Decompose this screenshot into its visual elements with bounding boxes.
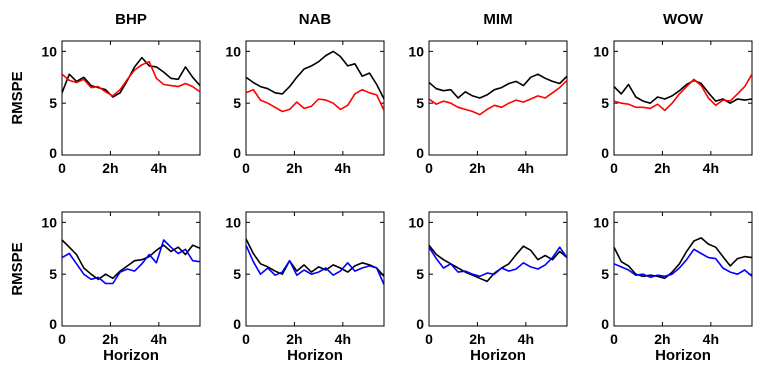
ytick-label-mim-red: 10 bbox=[408, 43, 424, 59]
xtick-label-wow-blue: 0 bbox=[610, 331, 618, 347]
xtick-label-nab-blue: 2h bbox=[286, 331, 302, 347]
axes-frame-nab-red bbox=[245, 40, 385, 156]
ytick-label-mim-red: 5 bbox=[416, 95, 424, 111]
yaxis-label-row-2: RMSPE bbox=[9, 242, 26, 295]
ytick-label-nab-blue: 10 bbox=[225, 214, 241, 230]
panel-title-mim: MIM bbox=[483, 11, 512, 28]
xtick-label-bhp-blue: 4h bbox=[151, 331, 167, 347]
ytick-label-wow-blue: 5 bbox=[601, 266, 609, 282]
xaxis-label-mim: Horizon bbox=[470, 347, 526, 364]
ytick-label-bhp-blue: 0 bbox=[49, 316, 57, 332]
axes-frame-wow-red bbox=[613, 40, 753, 156]
axes-frame-wow-blue bbox=[613, 211, 753, 327]
xtick-label-mim-red: 4h bbox=[518, 160, 534, 176]
xtick-label-wow-blue: 4h bbox=[703, 331, 719, 347]
xtick-label-nab-blue: 0 bbox=[242, 331, 250, 347]
xtick-label-bhp-red: 2h bbox=[102, 160, 118, 176]
series-line-mim-red-red bbox=[429, 79, 567, 116]
series-line-bhp-red-red bbox=[62, 60, 200, 97]
yaxis-label-row-1: RMSPE bbox=[9, 71, 26, 124]
series-line-mim-red-black bbox=[429, 73, 567, 99]
xtick-label-nab-red: 0 bbox=[242, 160, 250, 176]
xtick-label-wow-red: 2h bbox=[654, 160, 670, 176]
ytick-label-bhp-blue: 5 bbox=[49, 266, 57, 282]
xtick-label-mim-red: 2h bbox=[469, 160, 485, 176]
xtick-label-mim-blue: 0 bbox=[425, 331, 433, 347]
series-line-nab-blue-blue bbox=[246, 244, 384, 285]
xaxis-label-nab: Horizon bbox=[287, 347, 343, 364]
axes-frame-bhp-blue bbox=[61, 211, 201, 327]
xaxis-label-bhp: Horizon bbox=[103, 347, 159, 364]
xtick-label-nab-blue: 4h bbox=[335, 331, 351, 347]
series-line-mim-blue-blue bbox=[429, 246, 567, 278]
xtick-label-wow-red: 0 bbox=[610, 160, 618, 176]
xtick-label-wow-blue: 2h bbox=[654, 331, 670, 347]
panel-title-nab: NAB bbox=[299, 11, 332, 28]
xtick-label-bhp-red: 4h bbox=[151, 160, 167, 176]
ytick-label-nab-red: 10 bbox=[225, 43, 241, 59]
series-line-wow-red-red bbox=[614, 73, 752, 112]
xtick-label-bhp-blue: 0 bbox=[58, 331, 66, 347]
ytick-label-nab-red: 5 bbox=[233, 95, 241, 111]
xtick-label-bhp-blue: 2h bbox=[102, 331, 118, 347]
ytick-label-nab-blue: 0 bbox=[233, 316, 241, 332]
panel-title-wow: WOW bbox=[663, 11, 704, 28]
xaxis-label-wow: Horizon bbox=[655, 347, 711, 364]
axes-frame-mim-red bbox=[428, 40, 568, 156]
ytick-label-nab-blue: 5 bbox=[233, 266, 241, 282]
ytick-label-mim-blue: 5 bbox=[416, 266, 424, 282]
ytick-label-wow-red: 0 bbox=[601, 145, 609, 161]
series-line-bhp-blue-blue bbox=[62, 239, 200, 285]
series-line-bhp-blue-black bbox=[62, 239, 200, 281]
series-line-bhp-red-black bbox=[62, 56, 200, 98]
ytick-label-wow-blue: 10 bbox=[593, 214, 609, 230]
xtick-label-nab-red: 2h bbox=[286, 160, 302, 176]
xtick-label-mim-blue: 4h bbox=[518, 331, 534, 347]
xtick-label-mim-red: 0 bbox=[425, 160, 433, 176]
xtick-label-wow-red: 4h bbox=[703, 160, 719, 176]
ytick-label-bhp-red: 10 bbox=[41, 43, 57, 59]
ytick-label-bhp-blue: 10 bbox=[41, 214, 57, 230]
series-line-wow-red-black bbox=[614, 79, 752, 104]
panel-title-bhp: BHP bbox=[115, 11, 147, 28]
xtick-label-bhp-red: 0 bbox=[58, 160, 66, 176]
xtick-label-nab-red: 4h bbox=[335, 160, 351, 176]
ytick-label-nab-red: 0 bbox=[233, 145, 241, 161]
ytick-label-wow-red: 10 bbox=[593, 43, 609, 59]
ytick-label-bhp-red: 5 bbox=[49, 95, 57, 111]
series-line-nab-blue-black bbox=[246, 238, 384, 277]
axes-frame-bhp-red bbox=[61, 40, 201, 156]
axes-frame-nab-blue bbox=[245, 211, 385, 327]
series-line-nab-red-red bbox=[246, 88, 384, 113]
xtick-label-mim-blue: 2h bbox=[469, 331, 485, 347]
ytick-label-mim-red: 0 bbox=[416, 145, 424, 161]
axes-frame-mim-blue bbox=[428, 211, 568, 327]
ytick-label-wow-red: 5 bbox=[601, 95, 609, 111]
ytick-label-mim-blue: 10 bbox=[408, 214, 424, 230]
series-line-wow-blue-blue bbox=[614, 248, 752, 279]
ytick-label-mim-blue: 0 bbox=[416, 316, 424, 332]
series-line-nab-red-black bbox=[246, 50, 384, 100]
ytick-label-bhp-red: 0 bbox=[49, 145, 57, 161]
ytick-label-wow-blue: 0 bbox=[601, 316, 609, 332]
